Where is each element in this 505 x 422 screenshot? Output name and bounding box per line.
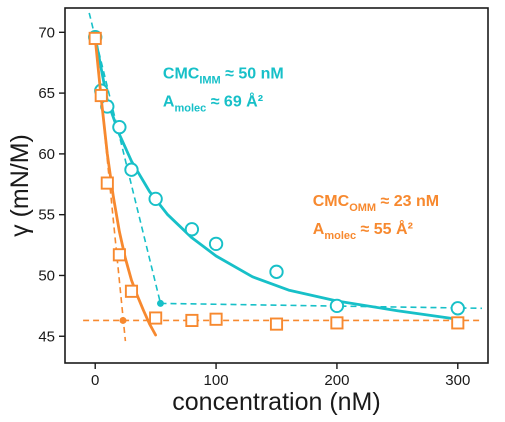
- annotation-value: ≈ 50 nM: [221, 66, 284, 83]
- y-tick-label: 45: [38, 328, 55, 345]
- y-tick-label: 55: [38, 207, 55, 224]
- x-tick-label: 100: [204, 372, 229, 389]
- series-1-point: [269, 317, 284, 331]
- series-1-point: [451, 316, 465, 330]
- series-0-point: [208, 236, 224, 252]
- annotation-value: ≈ 69 Å²: [206, 92, 263, 111]
- series-1-point: [88, 31, 102, 45]
- series-0-point: [269, 264, 284, 279]
- series-0-intersection-point: [156, 299, 164, 307]
- annotation-1-line-1: Amolec ≈ 55 Å²: [313, 219, 413, 242]
- series-1-point: [330, 316, 344, 330]
- series-1-point: [149, 311, 163, 325]
- annotation-main: A: [163, 94, 175, 111]
- annotation-subscript: OMM: [349, 202, 376, 214]
- series-1-point: [112, 248, 126, 262]
- plot-frame: [64, 7, 489, 364]
- series-0-point: [148, 191, 163, 207]
- annotation-0-line-1: Amolec ≈ 69 Å²: [163, 92, 263, 115]
- series-1-point: [124, 284, 139, 298]
- y-tick-label: 65: [38, 85, 55, 102]
- y-tick-label: 50: [38, 267, 55, 284]
- series-0-point: [450, 301, 465, 316]
- series-0-point: [329, 298, 345, 314]
- series-0-point: [112, 119, 127, 135]
- x-tick-label: 0: [91, 372, 99, 389]
- series-0-guide-line-1: [160, 302, 483, 310]
- y-axis-label: γ (mN/M): [6, 134, 34, 237]
- annotation-1-line-0: CMCOMM ≈ 23 nM: [313, 193, 439, 214]
- y-tick-label: 70: [38, 24, 55, 41]
- series-1-point: [94, 88, 108, 103]
- annotation-main: CMC: [313, 193, 350, 210]
- x-axis-label: concentration (nM): [172, 388, 380, 416]
- plot-area: [83, 12, 483, 342]
- series-0: [88, 12, 483, 321]
- series-1-point: [185, 313, 199, 327]
- series-1-point: [100, 176, 114, 190]
- series-1-point: [209, 312, 223, 326]
- annotation-subscript: IMM: [199, 75, 220, 87]
- annotation-main: CMC: [163, 66, 200, 83]
- annotation-0-line-0: CMCIMM ≈ 50 nM: [163, 66, 284, 87]
- series-0-point: [184, 222, 200, 237]
- annotation-subscript: molec: [324, 230, 356, 242]
- series-0-point: [124, 162, 139, 177]
- x-tick-label: 300: [445, 372, 470, 389]
- annotation-subscript: molec: [174, 103, 206, 115]
- x-tick-label: 200: [324, 372, 349, 389]
- annotation-value: ≈ 55 Å²: [356, 219, 413, 238]
- annotation-value: ≈ 23 nM: [376, 193, 439, 210]
- y-tick-label: 60: [38, 146, 55, 163]
- annotation-main: A: [313, 221, 325, 238]
- axes: 0 100 200 300 45 50 55 60 65 70: [38, 24, 470, 389]
- series-1-intersection-point: [119, 316, 127, 324]
- series-1: [83, 31, 482, 342]
- plot-clip-group: [83, 12, 483, 342]
